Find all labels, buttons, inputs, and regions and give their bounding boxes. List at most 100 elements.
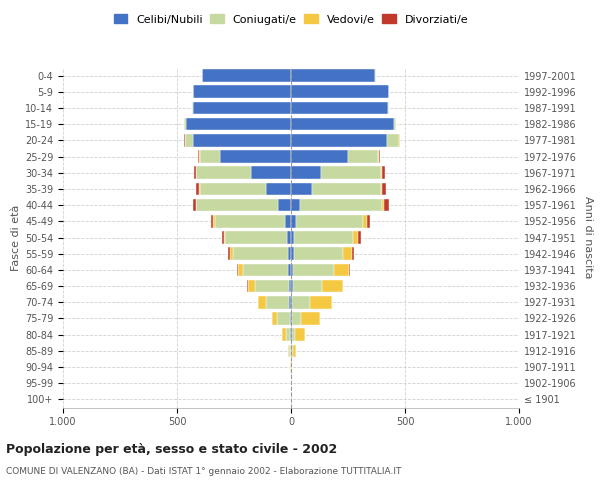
Bar bbox=[291, 182, 311, 195]
Bar bbox=[291, 328, 292, 341]
Bar bbox=[237, 264, 238, 276]
Bar bbox=[291, 166, 320, 179]
Bar bbox=[221, 231, 224, 244]
Bar bbox=[291, 86, 389, 98]
Bar bbox=[296, 215, 363, 228]
Bar bbox=[277, 312, 290, 325]
Bar bbox=[287, 231, 291, 244]
Bar bbox=[259, 296, 266, 308]
Bar bbox=[349, 264, 350, 276]
Bar bbox=[251, 166, 291, 179]
Bar bbox=[185, 134, 193, 146]
Bar bbox=[334, 264, 349, 276]
Bar bbox=[311, 182, 381, 195]
Bar bbox=[381, 182, 382, 195]
Bar bbox=[286, 215, 291, 228]
Bar bbox=[193, 134, 291, 146]
Bar bbox=[226, 231, 287, 244]
Bar bbox=[291, 280, 293, 292]
Bar bbox=[193, 199, 196, 211]
Bar bbox=[200, 182, 266, 195]
Bar bbox=[266, 296, 289, 308]
Bar bbox=[289, 344, 290, 357]
Bar bbox=[288, 264, 291, 276]
Bar bbox=[310, 296, 332, 308]
Bar bbox=[283, 328, 286, 341]
Bar bbox=[289, 280, 291, 292]
Bar bbox=[343, 248, 352, 260]
Bar bbox=[238, 264, 242, 276]
Bar bbox=[266, 182, 291, 195]
Y-axis label: Anni di nascita: Anni di nascita bbox=[583, 196, 593, 279]
Bar bbox=[385, 199, 389, 211]
Bar bbox=[211, 215, 214, 228]
Bar bbox=[295, 328, 305, 341]
Bar bbox=[290, 312, 291, 325]
Bar bbox=[202, 70, 291, 82]
Bar bbox=[367, 215, 370, 228]
Bar bbox=[291, 150, 348, 163]
Bar bbox=[228, 248, 230, 260]
Bar bbox=[290, 328, 291, 341]
Bar bbox=[291, 118, 394, 130]
Bar bbox=[193, 102, 291, 114]
Bar bbox=[301, 312, 320, 325]
Bar bbox=[220, 150, 291, 163]
Bar bbox=[291, 199, 300, 211]
Bar bbox=[388, 102, 389, 114]
Bar bbox=[387, 134, 400, 146]
Bar bbox=[214, 215, 215, 228]
Bar bbox=[358, 231, 361, 244]
Bar bbox=[254, 280, 289, 292]
Text: COMUNE DI VALENZANO (BA) - Dati ISTAT 1° gennaio 2002 - Elaborazione TUTTITALIA.: COMUNE DI VALENZANO (BA) - Dati ISTAT 1°… bbox=[6, 468, 401, 476]
Bar bbox=[348, 150, 377, 163]
Bar bbox=[291, 134, 387, 146]
Bar bbox=[295, 231, 353, 244]
Bar bbox=[292, 328, 295, 341]
Legend: Celibi/Nubili, Coniugati/e, Vedovi/e, Divorziati/e: Celibi/Nubili, Coniugati/e, Vedovi/e, Di… bbox=[112, 12, 470, 26]
Bar bbox=[192, 102, 193, 114]
Bar bbox=[215, 215, 286, 228]
Bar bbox=[382, 199, 385, 211]
Bar bbox=[394, 118, 397, 130]
Bar bbox=[381, 166, 382, 179]
Bar bbox=[379, 150, 380, 163]
Bar bbox=[382, 166, 385, 179]
Bar bbox=[289, 296, 291, 308]
Bar bbox=[291, 215, 296, 228]
Bar bbox=[291, 296, 292, 308]
Bar bbox=[293, 344, 296, 357]
Bar bbox=[193, 86, 291, 98]
Bar bbox=[272, 312, 277, 325]
Y-axis label: Fasce di età: Fasce di età bbox=[11, 204, 21, 270]
Bar bbox=[286, 328, 290, 341]
Bar bbox=[292, 312, 301, 325]
Bar bbox=[382, 182, 386, 195]
Bar bbox=[194, 166, 196, 179]
Bar bbox=[320, 166, 381, 179]
Bar bbox=[293, 264, 334, 276]
Bar bbox=[291, 312, 292, 325]
Bar bbox=[291, 248, 294, 260]
Bar bbox=[198, 150, 199, 163]
Bar bbox=[200, 150, 220, 163]
Bar bbox=[233, 248, 287, 260]
Bar bbox=[292, 344, 293, 357]
Bar bbox=[186, 118, 291, 130]
Text: Popolazione per età, sesso e stato civile - 2002: Popolazione per età, sesso e stato civil… bbox=[6, 442, 337, 456]
Bar bbox=[291, 70, 376, 82]
Bar bbox=[247, 280, 248, 292]
Bar bbox=[291, 231, 295, 244]
Bar bbox=[352, 248, 354, 260]
Bar bbox=[292, 296, 310, 308]
Bar bbox=[322, 280, 343, 292]
Bar bbox=[287, 248, 291, 260]
Bar bbox=[242, 264, 288, 276]
Bar bbox=[363, 215, 367, 228]
Bar bbox=[353, 231, 358, 244]
Bar bbox=[196, 199, 278, 211]
Bar bbox=[300, 199, 382, 211]
Bar bbox=[184, 118, 186, 130]
Bar bbox=[196, 166, 251, 179]
Bar bbox=[291, 264, 293, 276]
